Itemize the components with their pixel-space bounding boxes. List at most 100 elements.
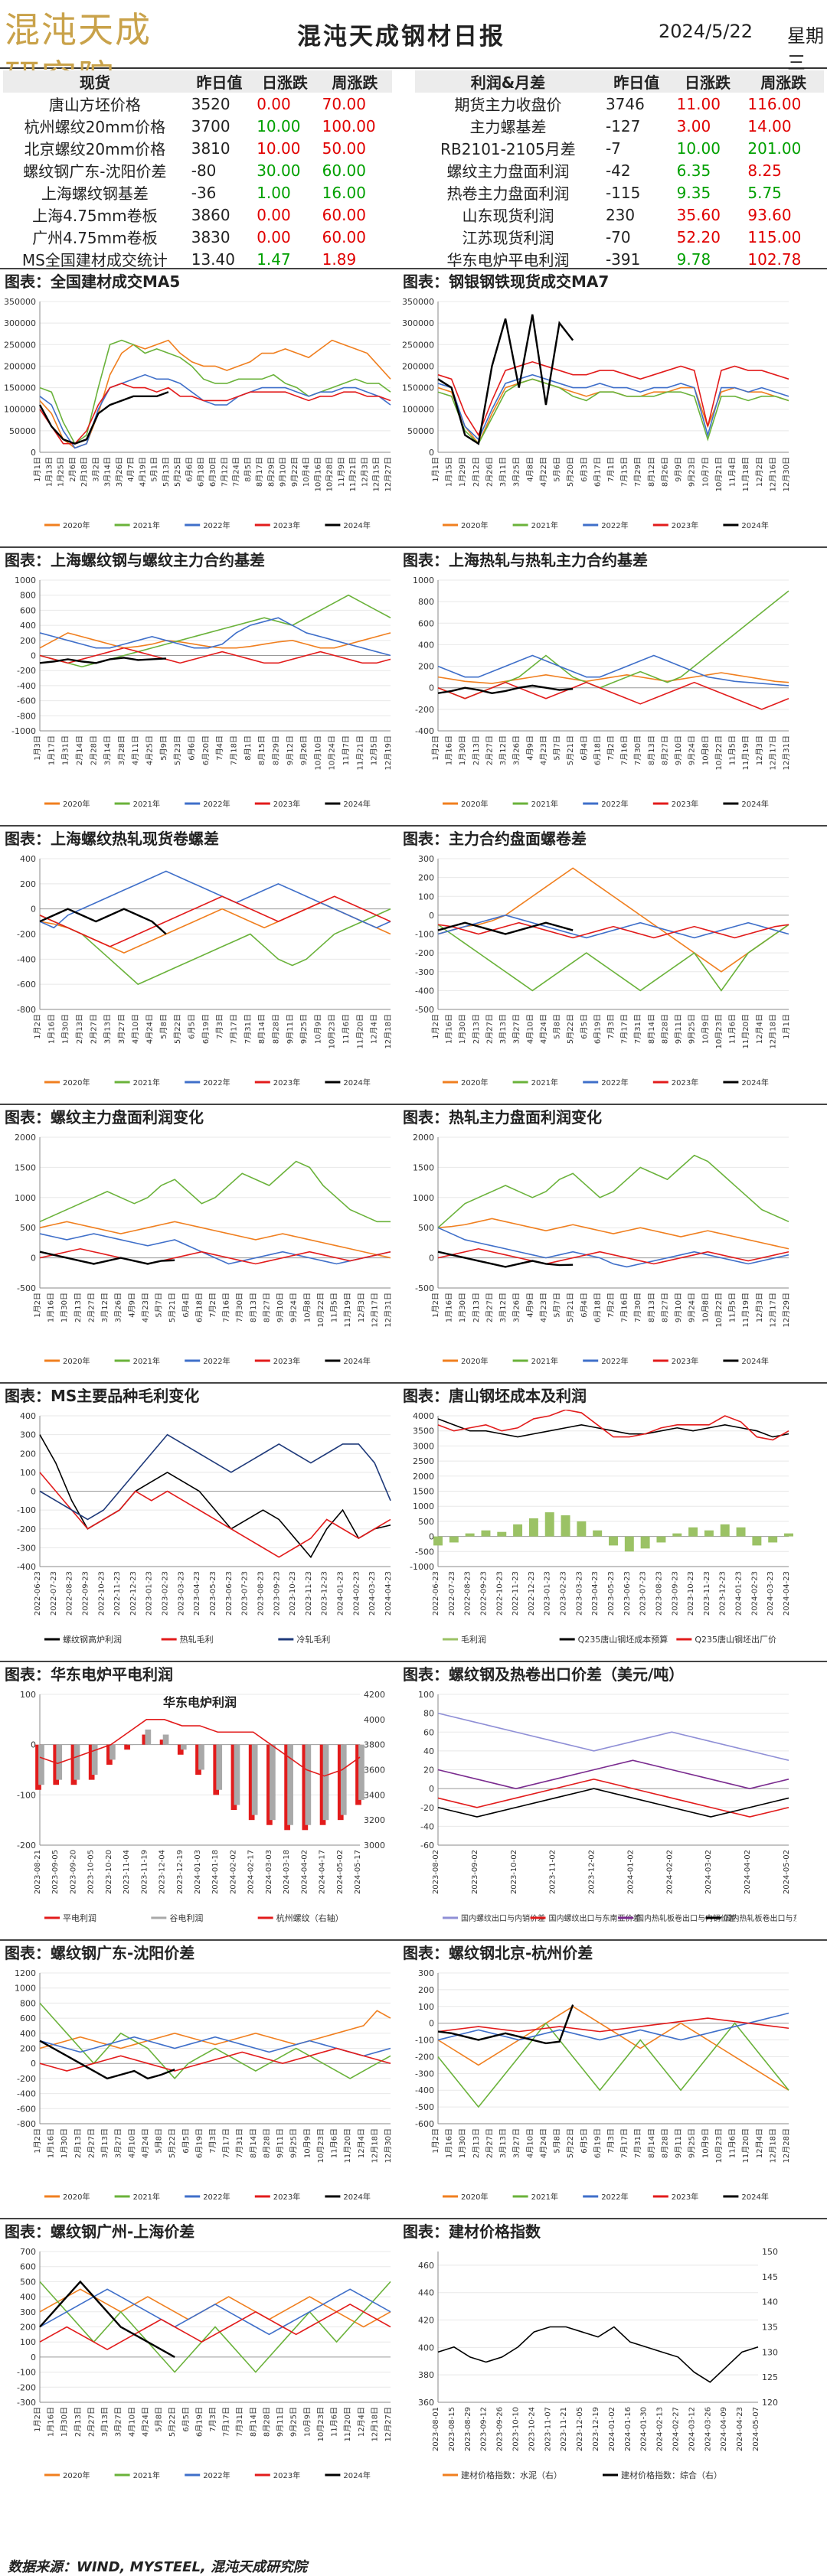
- x-tick-label: 2023-06-23: [623, 1571, 632, 1616]
- x-tick-label: 11月20日: [741, 2128, 750, 2163]
- series-line: [437, 1227, 789, 1268]
- x-tick-label: 10月8日: [701, 1293, 710, 1322]
- x-tick-label: 1月3日: [33, 735, 42, 761]
- bar: [177, 1744, 184, 1755]
- series-line: [39, 1233, 391, 1265]
- x-tick-label: 4月7日: [126, 457, 136, 482]
- x-tick-label: 2023-12-02: [588, 1850, 597, 1894]
- series-line: [437, 360, 789, 437]
- legend-label: 2021年: [133, 2470, 160, 2480]
- x-tick-label: 11月20日: [343, 2128, 352, 2163]
- x-tick-label: 7月16日: [620, 1293, 629, 1322]
- y-tick-label: 600: [418, 618, 434, 628]
- x-tick-label: 9月25日: [289, 2128, 299, 2158]
- legend-label: 2023年: [273, 1078, 300, 1087]
- table-cell-prev: 3810: [191, 139, 230, 158]
- bar: [35, 1744, 41, 1790]
- chart-svg: -800 -600 -400 -200 0 200 400 600 800 1000 1200 1月2…: [15, 1968, 393, 2202]
- x-tick-label: 7月17日: [222, 2128, 231, 2158]
- y-tick-label: 0: [31, 2353, 36, 2362]
- y-tick-label: 100000: [402, 405, 434, 415]
- chart-panel: 图表：建材价格指数 360 380 400 420 440 460 120 125 130 135 1…: [398, 2219, 796, 2480]
- x-tick-label: 5月6日: [553, 457, 562, 482]
- legend-label: 2022年: [203, 2192, 230, 2202]
- bar: [688, 1527, 698, 1537]
- section-divider: [0, 268, 827, 269]
- x-tick-label: 2月26日: [485, 457, 494, 487]
- x-tick-label: 12月17日: [768, 735, 777, 770]
- x-tick-label: 2023-12-19: [592, 2407, 600, 2451]
- x-tick-label: 2月12日: [472, 457, 481, 487]
- x-tick-label: 8月5日: [244, 457, 253, 482]
- x-tick-label: 6月3日: [580, 457, 589, 482]
- x-tick-label: 12月3日: [755, 1293, 764, 1322]
- x-tick-label: 3月13日: [498, 2128, 508, 2158]
- y-tick-label: 3500: [413, 1427, 434, 1436]
- table-cell-day: 3.00: [676, 116, 711, 135]
- legend-label: 2022年: [203, 2470, 230, 2480]
- profit-spread-table: 利润&月差 昨日值 日涨跌 周涨跌 期货主力收盘价 3746 11.00 116.00 主力螺基…: [415, 70, 824, 270]
- report-header: 混沌天成研究院 混沌天成钢材日报 2024/5/22 星期三: [0, 0, 827, 98]
- x-tick-label: 1月15日: [445, 457, 454, 487]
- x-tick-label: 5月1日: [150, 457, 159, 482]
- x-tick-label: 7月12日: [220, 457, 229, 487]
- y-tick-label: 150000: [4, 383, 36, 393]
- x-tick-label: 11月6日: [728, 1014, 737, 1044]
- y-tick-label: 300000: [402, 318, 434, 328]
- x-tick-label: 6月30日: [208, 457, 217, 487]
- x-tick-label: 3月14日: [103, 457, 113, 487]
- report-weekday: 星期三: [787, 25, 824, 73]
- bar: [736, 1527, 746, 1537]
- x-tick-label: 6月5日: [580, 1014, 589, 1039]
- x-tick-label: 9月11日: [276, 2407, 285, 2437]
- x-tick-label: 2022-06-23: [432, 1571, 440, 1616]
- bar: [624, 1536, 634, 1552]
- y-tick-label: 100: [20, 2337, 36, 2347]
- chart-title: 图表：螺纹钢广东-沈阳价差: [5, 1944, 195, 1962]
- x-tick-label: 5月7日: [553, 1293, 562, 1318]
- x-tick-label: 5月7日: [155, 1293, 164, 1318]
- legend-label: 2020年: [461, 1078, 488, 1087]
- x-tick-label: 2023-08-23: [257, 1571, 265, 1616]
- y-tick-label: 360: [418, 2398, 434, 2408]
- legend-label: 2022年: [203, 1356, 230, 1366]
- table-header-cell: 利润&月差: [415, 70, 601, 93]
- x-tick-label: 12月31日: [384, 1293, 393, 1327]
- x-tick-label: 2月14日: [75, 735, 84, 765]
- y-tick-label: 400: [20, 2292, 36, 2302]
- x-tick-label: 2月27日: [87, 1293, 96, 1322]
- y-tick-label: 200: [418, 873, 434, 883]
- x-tick-label: 2023-09-02: [471, 1850, 479, 1894]
- x-tick-label: 12月4日: [370, 1014, 379, 1044]
- table-cell-prev: -391: [605, 249, 641, 269]
- x-tick-label: 7月2日: [208, 1293, 217, 1318]
- legend-label: 2024年: [343, 520, 370, 530]
- y-tick-label: -400: [17, 1562, 36, 1572]
- series-line: [39, 908, 391, 986]
- x-tick-label: 11月7日: [342, 735, 351, 765]
- y-tick-label: 20: [423, 1766, 434, 1775]
- x-tick-label: 2024-03-03: [265, 1850, 273, 1894]
- x-tick-label: 8月27日: [262, 1293, 271, 1322]
- x-tick-label: 2023-11-23: [703, 1571, 711, 1616]
- table-header-cell: 周涨跌: [743, 70, 824, 93]
- series-line: [437, 378, 789, 445]
- y-tick-label: 1000: [15, 1193, 36, 1203]
- table-cell-name: 螺纹钢广东-沈阳价差: [23, 162, 167, 181]
- x-tick-label: 11月19日: [741, 735, 750, 770]
- x-tick-label: 7月17日: [222, 2407, 231, 2437]
- table-cell-week: 16.00: [322, 183, 366, 202]
- x-tick-label: 12月29日: [782, 1293, 791, 1327]
- y-tick-label: -800: [17, 1005, 36, 1015]
- x-tick-label: 2023-08-02: [432, 1850, 440, 1894]
- table-header-cell: 昨日值: [186, 70, 253, 93]
- x-tick-label: 2月27日: [87, 2128, 96, 2158]
- y-tick-label: -400: [17, 954, 36, 964]
- bar: [74, 1744, 80, 1780]
- y-tick-label: -1000: [410, 1562, 434, 1572]
- x-tick-label: 12月18日: [370, 2407, 379, 2441]
- x-tick-label: 2023-04-23: [193, 1571, 201, 1616]
- y-tick-label: 350000: [402, 297, 434, 307]
- x-tick-label: 6月4日: [181, 1293, 191, 1318]
- x-tick-label: 2023-10-23: [687, 1571, 695, 1616]
